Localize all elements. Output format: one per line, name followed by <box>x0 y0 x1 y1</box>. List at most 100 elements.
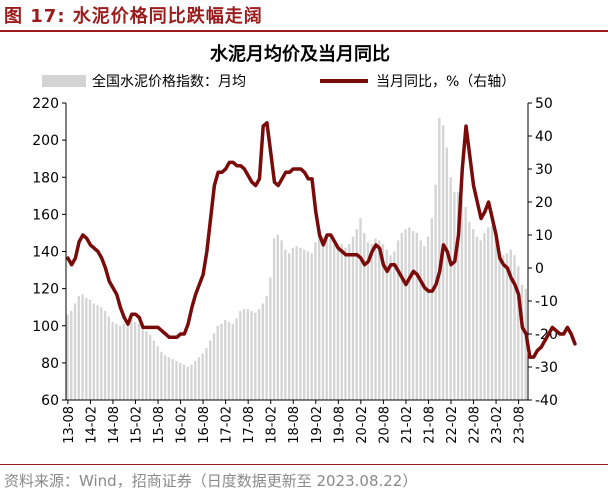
price-bar <box>239 310 242 400</box>
left-tick-label: 80 <box>41 356 59 372</box>
price-bar <box>490 225 494 400</box>
price-bar <box>209 340 212 400</box>
price-bar <box>381 244 385 400</box>
price-bar <box>434 184 437 400</box>
x-tick-label: 22-02 <box>445 406 460 444</box>
price-bar <box>419 240 422 400</box>
price-bar <box>306 251 310 400</box>
x-tick-label: 15-08 <box>152 406 167 444</box>
x-tick-label: 20-02 <box>355 406 370 444</box>
price-bar <box>122 323 126 400</box>
price-bar <box>73 303 77 400</box>
price-bar <box>314 242 317 400</box>
price-bar <box>201 353 204 400</box>
price-bar <box>295 245 298 400</box>
left-tick-label: 100 <box>32 319 59 335</box>
right-tick-label: 0 <box>535 261 544 277</box>
figure-label: 图 17: <box>4 6 66 27</box>
price-bar <box>164 355 167 400</box>
left-tick-label: 120 <box>32 282 59 298</box>
figure-title: 图 17: 水泥价格同比跌幅走阔 <box>4 2 263 28</box>
price-bar <box>265 296 268 400</box>
footer: 资料来源：Wind，招商证券（日度数据更新至 2023.08.22） <box>0 458 608 496</box>
price-bar <box>179 362 182 401</box>
price-bar <box>235 318 238 400</box>
price-bar <box>449 177 452 400</box>
price-bar <box>498 251 501 400</box>
price-bar <box>411 231 415 400</box>
price-bar <box>385 249 388 400</box>
price-bar <box>212 333 216 400</box>
footer-rule <box>0 464 608 465</box>
price-bar <box>351 236 355 400</box>
x-tick-label: 17-02 <box>220 406 235 444</box>
price-bar <box>287 253 291 400</box>
price-bar <box>145 331 148 400</box>
right-tick-label: -30 <box>535 360 558 376</box>
price-bar <box>393 251 396 400</box>
price-bar <box>366 242 370 400</box>
price-bar <box>310 253 313 400</box>
price-bar <box>400 232 403 400</box>
price-bar <box>284 249 287 400</box>
price-bar <box>299 247 302 400</box>
price-bar <box>340 244 343 400</box>
right-tick-label: 10 <box>535 228 553 244</box>
x-tick-label: 19-02 <box>310 406 325 444</box>
price-bar <box>227 322 231 400</box>
price-bar <box>494 238 497 400</box>
price-bar <box>96 305 99 400</box>
price-bar <box>374 238 377 400</box>
price-bar <box>426 236 430 400</box>
x-tick-label: 23-02 <box>490 406 505 444</box>
x-tick-label: 18-08 <box>287 406 302 444</box>
price-bar <box>505 253 509 400</box>
x-tick-label: 14-08 <box>107 406 122 444</box>
price-bar <box>321 236 325 400</box>
price-bar <box>520 284 524 400</box>
price-bar <box>190 364 193 400</box>
price-bar <box>175 361 178 400</box>
price-bar <box>396 240 400 400</box>
price-bar <box>333 244 336 400</box>
x-tick-label: 23-08 <box>513 406 528 444</box>
price-bar <box>171 359 174 400</box>
price-bar <box>524 288 527 401</box>
price-bar <box>513 255 516 400</box>
price-bar <box>441 125 445 401</box>
figure-header: 图 17: 水泥价格同比跌幅走阔 <box>0 0 608 32</box>
price-bar <box>472 229 475 400</box>
header-rule <box>0 30 608 32</box>
x-axis-labels: 13-08 14-02 14-08 15-02 15-08 16-02 16-08 17-02… <box>62 406 528 444</box>
x-tick-label: 14-02 <box>84 406 99 444</box>
price-bar <box>118 325 122 400</box>
price-bar <box>85 297 88 400</box>
price-bar <box>194 361 197 400</box>
price-bar <box>272 238 276 400</box>
x-tick-label: 16-08 <box>197 406 212 444</box>
price-bar <box>92 303 95 400</box>
price-bar <box>430 218 434 400</box>
legend: 全国水泥价格指数：月均 当月同比，%（右轴） <box>42 73 515 90</box>
cement-price-chart: 水泥月均价及当月同比 全国水泥价格指数：月均 当月同比，%（右轴） 60 80 10… <box>32 43 577 444</box>
chart-title: 水泥月均价及当月同比 <box>210 43 390 65</box>
price-bar <box>344 247 347 400</box>
legend-line-label: 当月同比，%（右轴） <box>376 74 515 90</box>
x-tick-label: 22-08 <box>468 406 483 444</box>
price-bar <box>475 236 479 400</box>
x-tick-label: 13-08 <box>62 406 77 444</box>
price-bar <box>77 296 80 400</box>
price-bar <box>182 364 186 400</box>
price-bar <box>445 147 449 400</box>
price-bar <box>250 310 253 400</box>
price-bar <box>359 218 362 400</box>
left-axis-labels: 60 80 100 120 140 160 180 200 220 <box>32 96 59 409</box>
x-tick-label: 21-02 <box>400 406 415 444</box>
price-bar <box>468 221 471 400</box>
price-bar <box>130 320 133 400</box>
price-bar <box>141 327 144 400</box>
right-tick-label: 30 <box>535 162 553 178</box>
x-tick-label: 18-02 <box>265 406 280 444</box>
price-bar <box>329 238 332 400</box>
price-bar <box>269 277 272 400</box>
